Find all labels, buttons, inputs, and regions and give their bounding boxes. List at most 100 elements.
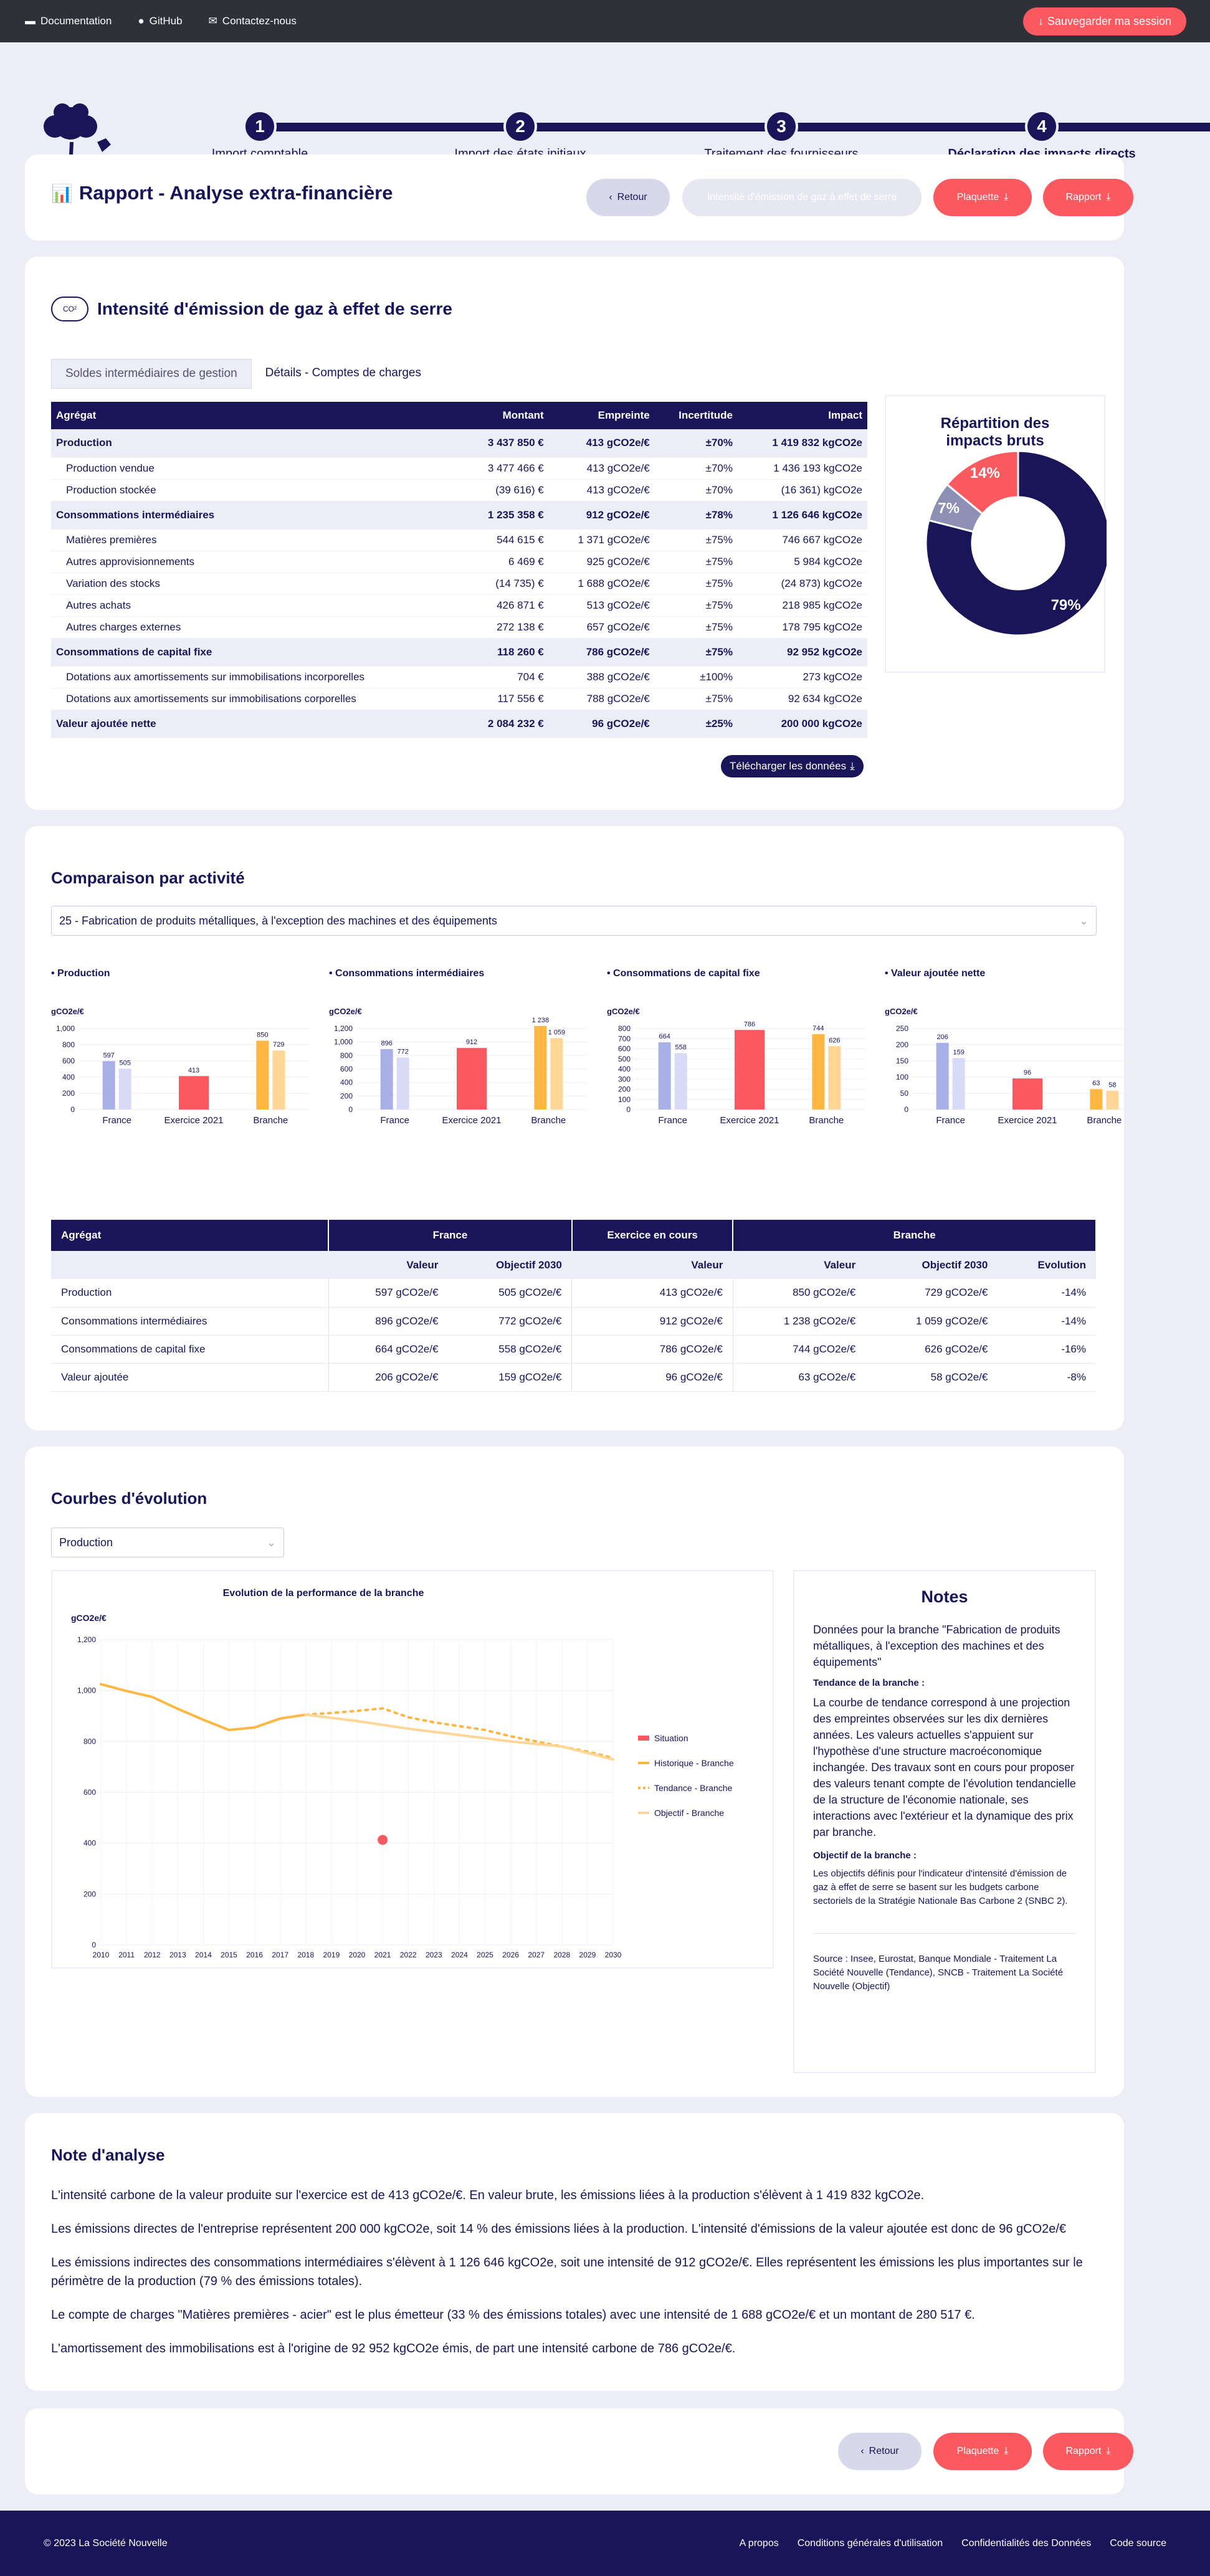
bar <box>396 1057 409 1110</box>
table-cell: 505 gCO2e/€ <box>448 1279 572 1308</box>
table-cell: Consommations de capital fixe <box>51 1335 328 1364</box>
footer-link-source[interactable]: Code source <box>1110 2537 1166 2549</box>
bar-value-label: 912 <box>466 1038 477 1046</box>
x-tick-label: 2029 <box>579 1951 596 1959</box>
y-tick-label: 800 <box>340 1051 353 1060</box>
bar-value-label: 772 <box>397 1048 408 1055</box>
bar-value-label: 96 <box>1024 1069 1031 1077</box>
rapport-button[interactable]: Rapport ⤓ <box>1043 2433 1133 2470</box>
table-cell: 92 952 kgCO2e <box>738 638 867 667</box>
table-row: Production vendue 3 477 466 €413 gCO2e/€ ±… <box>51 457 867 480</box>
rapport-button[interactable]: Rapport ⤓ <box>1043 179 1133 216</box>
step-3[interactable]: 3 Traitement des fournisseurs <box>669 110 893 161</box>
table-cell: Dotations aux amortissements sur immobil… <box>51 666 464 688</box>
table-cell: 413 gCO2e/€ <box>571 1279 733 1308</box>
plaquette-button[interactable]: Plaquette ⤓ <box>933 179 1032 216</box>
download-icon: ⤓ <box>850 760 855 772</box>
table-cell: 96 gCO2e/€ <box>571 1363 733 1392</box>
mini-bar-chart: • Consommations intermédiaires gCO2e/€ 1,2… <box>329 968 591 1155</box>
bar <box>256 1040 269 1110</box>
analysis-title: Note d'analyse <box>51 2146 165 2164</box>
bar-value-label: 850 <box>257 1032 268 1039</box>
table-cell: 912 gCO2e/€ <box>571 1307 733 1336</box>
tab-soldes[interactable]: Soldes intermédiaires de gestion <box>51 359 252 389</box>
table-cell: Valeur ajoutée <box>51 1363 328 1392</box>
y-tick-label: 0 <box>92 1941 96 1949</box>
ghg-table-wrap: Agrégat Montant Empreinte Incertitude Im… <box>51 402 867 738</box>
table-row: Valeur ajoutée nette 2 084 232 €96 gCO2e/… <box>51 710 867 738</box>
github-link[interactable]: ● GitHub <box>138 15 183 27</box>
table-row: Consommations de capital fixe 118 260 €78… <box>51 638 867 667</box>
bar <box>380 1048 393 1110</box>
bar-value-label: 896 <box>381 1040 392 1047</box>
bar-value-label: 63 <box>1092 1080 1100 1087</box>
analysis-paragraph: Les émissions directes de l'entreprise r… <box>51 2222 1067 2236</box>
table-cell: ±75% <box>654 594 738 617</box>
bar <box>550 1038 563 1110</box>
table-cell: ±25% <box>654 710 738 738</box>
series-line <box>304 1713 614 1761</box>
legend-label: Historique - Branche <box>654 1758 734 1768</box>
table-cell: 118 260 € <box>463 638 549 667</box>
bar <box>828 1046 841 1110</box>
mini-chart-unit: gCO2e/€ <box>51 1007 84 1016</box>
table-cell: (39 616) € <box>463 479 549 501</box>
bottom-actions-card: ‹ Retour Plaquette ⤓ Rapport ⤓ <box>25 2408 1133 2494</box>
table-row: Autres achats 426 871 €513 gCO2e/€ ±75% 218… <box>51 594 867 617</box>
back-button[interactable]: ‹ Retour <box>586 179 670 216</box>
bar <box>658 1042 671 1110</box>
aggregate-select[interactable]: Production ⌄ <box>51 1528 284 1557</box>
bar <box>735 1030 765 1110</box>
bar <box>102 1061 115 1110</box>
table-cell: 2 084 232 € <box>463 710 549 738</box>
footer-link-terms[interactable]: Conditions générales d'utilisation <box>797 2537 943 2549</box>
bar <box>457 1048 487 1110</box>
y-tick-label: 0 <box>70 1105 75 1114</box>
pie-card: Répartition des impacts bruts 79% 7% 14% <box>885 395 1112 673</box>
col-agregat: Agrégat <box>51 402 464 429</box>
bar <box>534 1025 547 1110</box>
table-cell: ±70% <box>654 457 738 480</box>
table-cell: 178 795 kgCO2e <box>738 616 867 639</box>
y-tick-label: 1,000 <box>334 1038 353 1047</box>
notes-intro: Données pour la branche "Fabrication de … <box>813 1623 1060 1668</box>
trend-text: La courbe de tendance correspond à une p… <box>813 1696 1076 1838</box>
table-cell: ±75% <box>654 688 738 710</box>
step-4[interactable]: 4 Déclaration des impacts directs <box>930 110 1154 161</box>
sub-empty <box>51 1251 328 1279</box>
category-label: Exercice 2021 <box>164 1115 223 1126</box>
bar <box>1012 1078 1042 1110</box>
download-data-button[interactable]: Télécharger les données ⤓ <box>721 755 864 777</box>
activity-select[interactable]: 25 - Fabrication de produits métalliques… <box>51 906 1097 936</box>
chevron-down-icon: ⌄ <box>266 1536 276 1549</box>
y-tick-label: 800 <box>62 1040 75 1049</box>
footer-link-privacy[interactable]: Confidentialités des Données <box>961 2537 1092 2549</box>
tab-details[interactable]: Détails - Comptes de charges <box>265 366 421 379</box>
bar-value-label: 505 <box>119 1059 130 1067</box>
mini-bar-chart: • Valeur ajoutée nette gCO2e/€ 250 200 150 10… <box>885 968 1146 1155</box>
footer-link-about[interactable]: A propos <box>739 2537 779 2549</box>
table-cell: (24 873) kgCO2e <box>738 573 867 595</box>
documentation-link[interactable]: ▬ Documentation <box>25 15 112 27</box>
indicator-button[interactable]: Intensité d'émission de gaz à effet de s… <box>682 179 922 216</box>
bar <box>272 1050 285 1110</box>
col-empreinte: Empreinte <box>548 402 655 429</box>
sub-objectif: Objectif 2030 <box>448 1251 572 1279</box>
plaquette-button[interactable]: Plaquette ⤓ <box>933 2433 1032 2470</box>
y-tick-label: 800 <box>618 1024 631 1033</box>
group-agregat: Agrégat <box>51 1220 329 1251</box>
bar-value-label: 744 <box>812 1025 824 1032</box>
step-1[interactable]: 1 Import comptable <box>148 110 372 161</box>
table-cell: Production <box>51 429 464 458</box>
back-button[interactable]: ‹ Retour <box>838 2433 922 2470</box>
contact-link[interactable]: ✉ Contactez-nous <box>208 15 297 27</box>
y-tick-label: 100 <box>618 1095 631 1104</box>
mini-bar-chart: • Production gCO2e/€ 1,000 800 600 400 200 0 597… <box>51 968 313 1155</box>
table-cell: 704 € <box>463 666 549 688</box>
step-2[interactable]: 2 Import des états initiaux <box>408 110 632 161</box>
save-session-button[interactable]: ↓ Sauvegarder ma session <box>1022 7 1186 36</box>
group-exercice: Exercice en cours <box>571 1220 734 1251</box>
x-tick-label: 2013 <box>169 1951 186 1959</box>
category-label: Branche <box>1087 1115 1122 1126</box>
table-cell: 1 235 358 € <box>463 501 549 530</box>
